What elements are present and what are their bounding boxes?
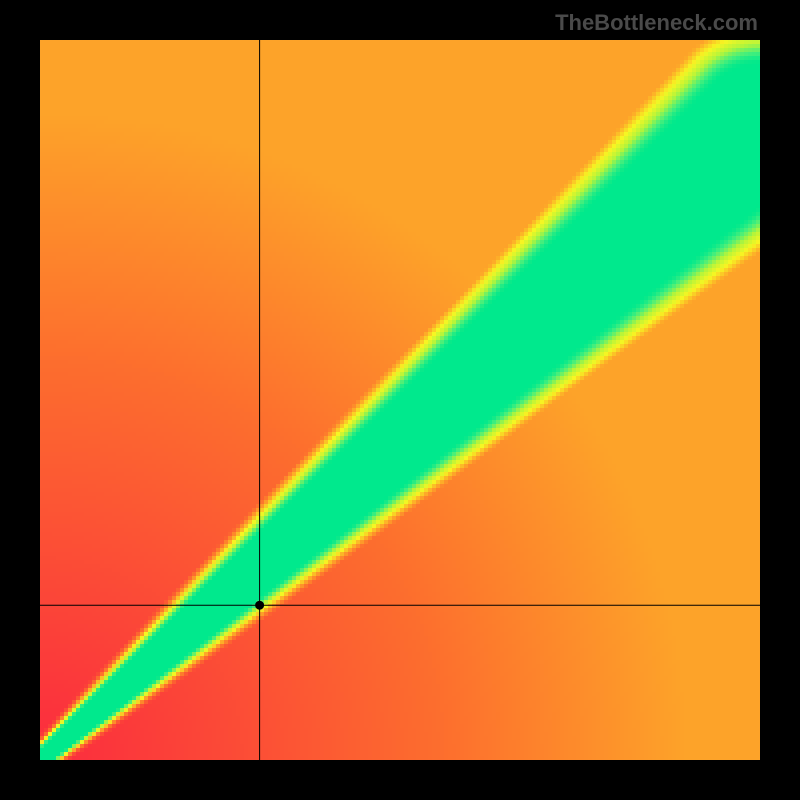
chart-container: TheBottleneck.com — [0, 0, 800, 800]
watermark-text: TheBottleneck.com — [555, 10, 758, 36]
bottleneck-heatmap — [40, 40, 760, 760]
